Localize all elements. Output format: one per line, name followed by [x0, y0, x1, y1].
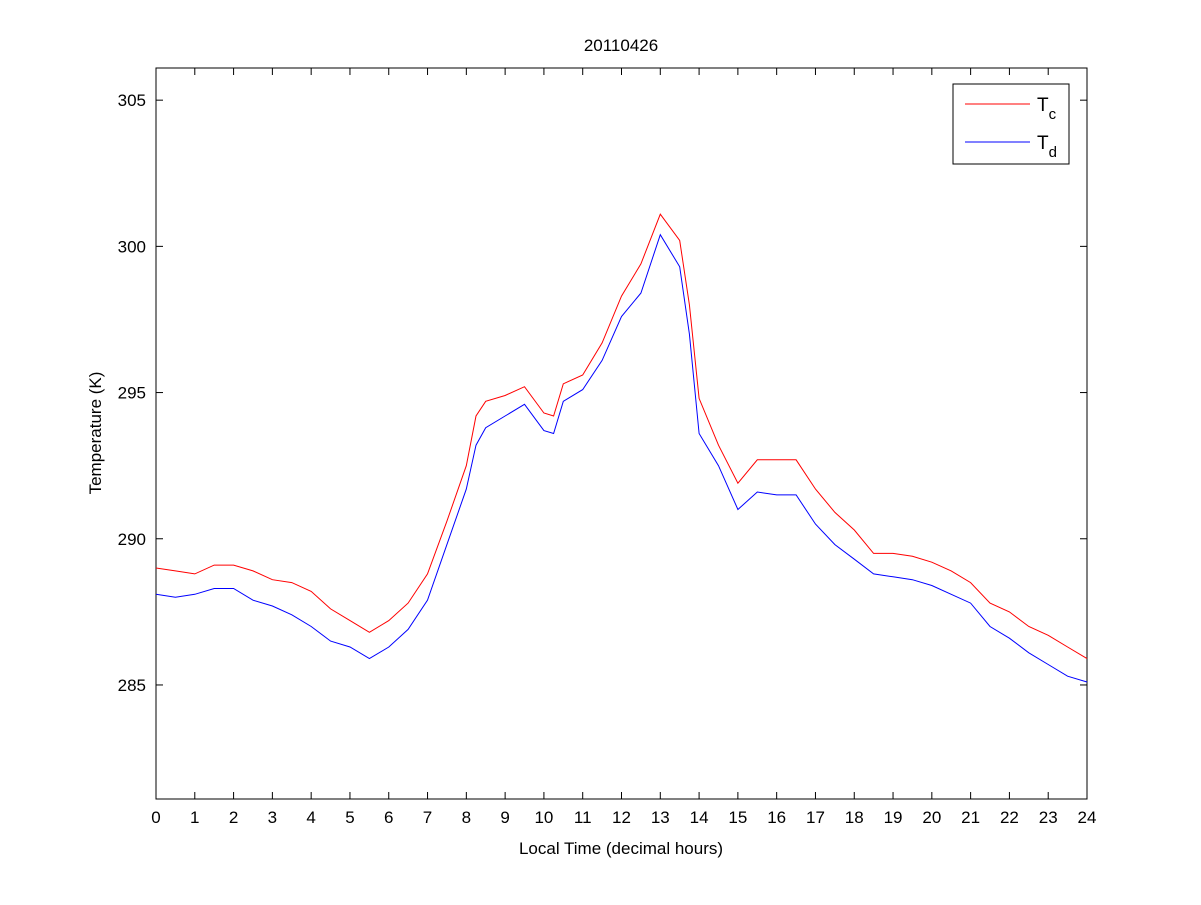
x-tick-label: 24 [1078, 808, 1097, 827]
x-tick-label: 2 [229, 808, 238, 827]
plot-area [155, 67, 1088, 800]
x-tick-label: 16 [767, 808, 786, 827]
x-tick-label: 14 [690, 808, 709, 827]
x-tick-label: 19 [884, 808, 903, 827]
x-tick-label: 23 [1039, 808, 1058, 827]
x-tick-label: 4 [306, 808, 315, 827]
y-tick-label: 285 [118, 676, 146, 695]
legend-label-tc: Tc [1037, 95, 1057, 123]
x-tick-label: 3 [268, 808, 277, 827]
legend-box [952, 83, 1070, 165]
x-tick-label: 12 [612, 808, 631, 827]
x-tick-label: 0 [151, 808, 160, 827]
y-tick-label: 300 [118, 237, 146, 256]
x-tick-label: 18 [845, 808, 864, 827]
series-line-td [155, 233, 1088, 683]
legend-label-td: Td [1037, 133, 1057, 161]
x-tick-label: 13 [651, 808, 670, 827]
x-tick-label: 9 [500, 808, 509, 827]
x-tick-label: 8 [462, 808, 471, 827]
x-tick-label: 10 [534, 808, 553, 827]
series-line-tc [155, 213, 1088, 660]
x-tick-label: 21 [961, 808, 980, 827]
x-tick-label: 6 [384, 808, 393, 827]
chart-title: 20110426 [584, 36, 658, 55]
y-axis-label: Temperature (K) [86, 372, 105, 495]
y-tick-label: 305 [118, 91, 146, 110]
x-tick-label: 11 [574, 808, 592, 827]
x-tick-label: 1 [190, 808, 199, 827]
x-tick-label: 7 [423, 808, 432, 827]
legend: Tc Td [952, 83, 1070, 165]
x-tick-label: 17 [806, 808, 825, 827]
y-tick-label: 290 [118, 530, 146, 549]
x-tick-label: 15 [728, 808, 747, 827]
y-tick-label: 295 [118, 384, 146, 403]
x-axis-label: Local Time (decimal hours) [519, 839, 723, 858]
x-tick-label: 5 [345, 808, 354, 827]
x-tick-label: 20 [922, 808, 941, 827]
x-tick-label: 22 [1000, 808, 1019, 827]
